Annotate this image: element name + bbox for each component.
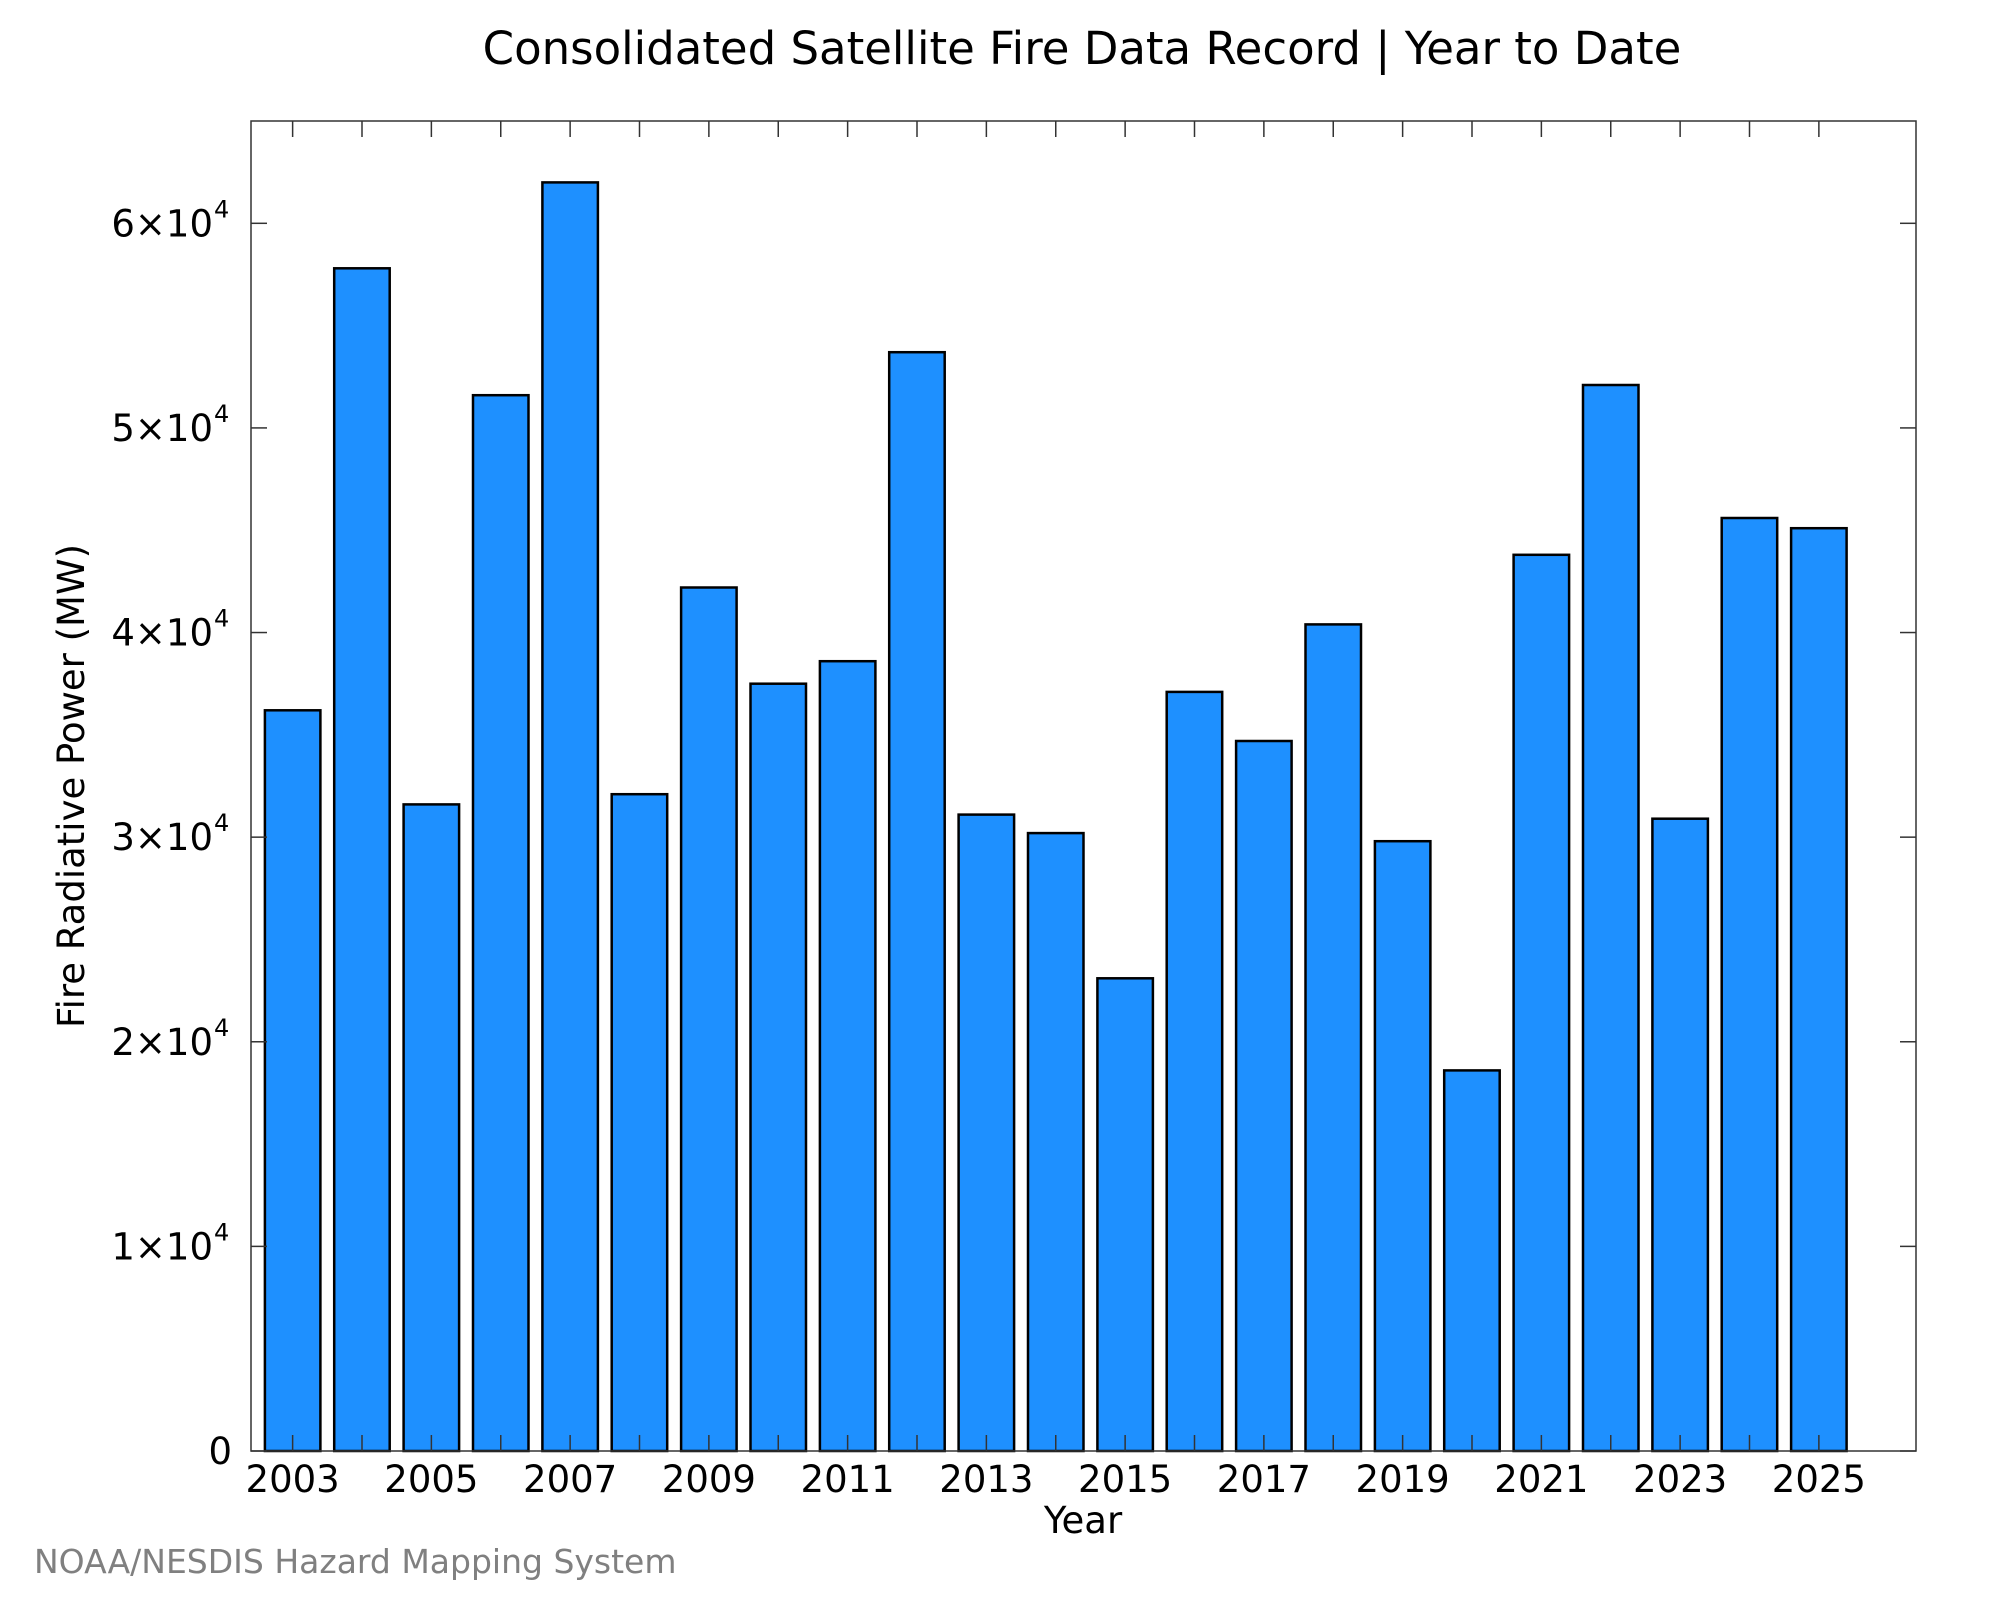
y-tick-label: 2×10: [111, 1021, 213, 1064]
x-tick-label: 2019: [1356, 1458, 1450, 1501]
x-tick-label: 2021: [1494, 1458, 1588, 1501]
y-tick-labels: 01×10 42×10 43×10 44×10 45×10 46×10 4: [111, 195, 232, 1473]
bar-2024: [1720, 516, 1779, 1453]
bar-2012: [887, 350, 946, 1453]
bar-2016: [1165, 690, 1224, 1453]
x-tick-label: 2003: [246, 1458, 340, 1501]
bar-2014: [1026, 831, 1085, 1453]
bar-2008: [610, 792, 669, 1453]
ticks-layer: [251, 121, 1916, 1452]
x-tick-label: 2015: [1078, 1458, 1172, 1501]
bar-2009: [679, 586, 738, 1453]
y-tick-label: 0: [208, 1430, 232, 1473]
bar-2018: [1304, 623, 1363, 1453]
bar-2003: [263, 709, 322, 1453]
y-tick-label-exponent: 4: [214, 605, 229, 633]
y-axis-label: Fire Radiative Power (MW): [50, 544, 93, 1028]
chart-title: Consolidated Satellite Fire Data Record …: [483, 22, 1682, 75]
y-tick-label-exponent: 4: [214, 809, 229, 837]
y-tick-label-exponent: 4: [214, 1218, 229, 1246]
bar-2015: [1096, 977, 1155, 1453]
y-tick-label: 6×10: [111, 202, 213, 245]
bar-2025: [1789, 526, 1848, 1453]
bar-2019: [1373, 839, 1432, 1453]
bar-2007: [541, 181, 600, 1453]
x-tick-label: 2017: [1217, 1458, 1311, 1501]
bar-2023: [1651, 817, 1710, 1453]
x-tick-label: 2023: [1633, 1458, 1727, 1501]
bar-2006: [471, 393, 530, 1453]
bars-layer: [263, 181, 1848, 1453]
bar-2017: [1234, 739, 1293, 1453]
y-tick-label: 3×10: [111, 816, 213, 859]
bar-2021: [1512, 553, 1571, 1453]
plot-frame: [250, 120, 1917, 1452]
x-tick-label: 2005: [384, 1458, 478, 1501]
bar-2011: [818, 659, 877, 1453]
bar-2005: [402, 803, 461, 1453]
bar-2010: [749, 682, 808, 1453]
y-tick-label: 5×10: [111, 407, 213, 450]
y-tick-label-exponent: 4: [214, 400, 229, 428]
credit-text: NOAA/NESDIS Hazard Mapping System: [34, 1542, 677, 1581]
x-tick-label: 2007: [523, 1458, 617, 1501]
y-tick-label-exponent: 4: [214, 1014, 229, 1042]
bar-2004: [332, 267, 391, 1453]
x-axis-label: Year: [1043, 1499, 1123, 1542]
bar-2013: [957, 813, 1016, 1453]
x-tick-labels: 2003 2005 2007 2009 2011 2013 2015 2017 2019 2021…: [246, 1458, 1866, 1501]
x-tick-label: 2025: [1772, 1458, 1866, 1501]
x-tick-label: 2013: [939, 1458, 1033, 1501]
y-tick-label: 4×10: [111, 612, 213, 655]
y-tick-label-exponent: 4: [214, 195, 229, 223]
bar-2022: [1581, 383, 1640, 1453]
x-tick-label: 2009: [662, 1458, 756, 1501]
y-tick-label: 1×10: [111, 1225, 213, 1268]
bar-2020: [1442, 1069, 1501, 1453]
x-tick-label: 2011: [801, 1458, 895, 1501]
